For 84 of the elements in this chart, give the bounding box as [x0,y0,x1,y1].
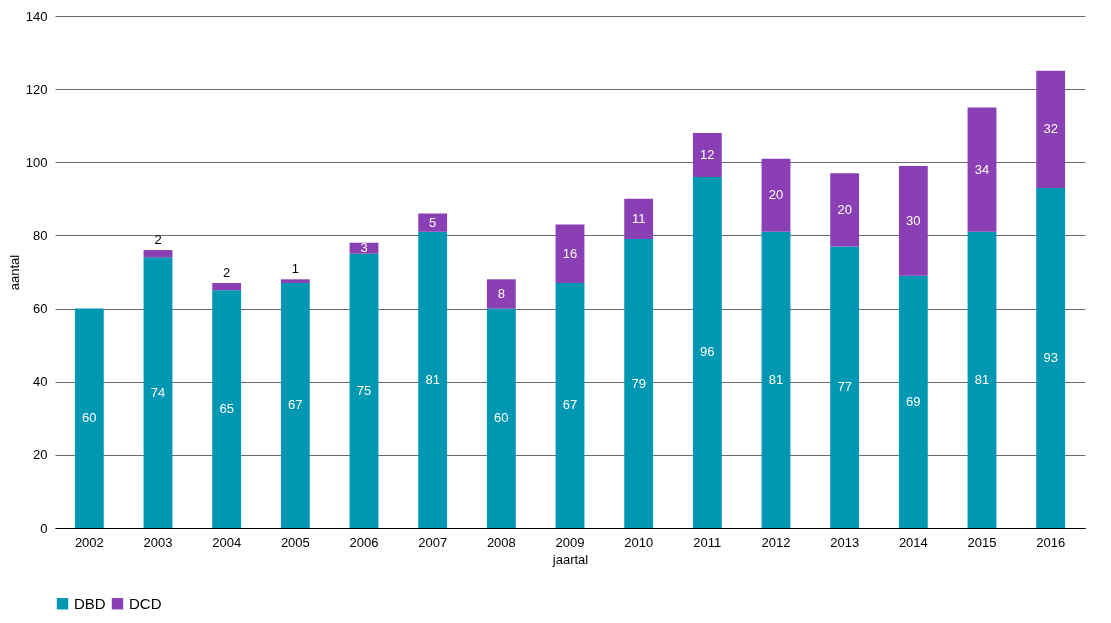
bar [74,308,104,528]
x-tick-label: 2013 [830,534,860,550]
data-label: 30 [906,212,921,228]
data-label: 81 [974,371,990,387]
x-tick-label: 2015 [967,534,997,550]
y-tick-label: 100 [25,154,48,170]
y-tick-label: 20 [33,447,48,463]
bar [898,275,928,528]
x-tick-label: 2014 [898,534,928,550]
bar [280,282,310,528]
y-tick-label: 0 [40,520,48,536]
bar [967,107,997,232]
data-label: 8 [497,285,505,301]
bar [692,133,722,177]
bar [830,246,860,528]
data-label: 1 [291,261,299,277]
data-label: 34 [974,161,990,177]
data-label: 60 [82,410,97,426]
data-label: 81 [768,371,784,387]
bar [280,279,310,283]
y-tick-label: 60 [33,301,48,317]
data-label: 65 [219,401,234,417]
bar [898,165,928,276]
y-tick-label: 140 [25,8,48,24]
data-label: 60 [494,410,509,426]
data-label: 3 [360,240,368,256]
data-label: 20 [837,201,852,217]
x-tick-label: 2006 [349,534,379,550]
data-label: 5 [429,214,437,230]
bar [967,231,997,528]
data-label: 67 [288,397,303,413]
x-tick-label: 2002 [74,534,104,550]
x-tick-label: 2008 [486,534,516,550]
data-label: 96 [700,344,715,360]
x-tick-label: 2012 [761,534,791,550]
bar [555,282,585,528]
data-label: 32 [1043,121,1058,137]
data-label: 12 [700,146,715,162]
data-label: 79 [631,375,646,391]
x-tick-label: 2016 [1036,534,1066,550]
data-label: 77 [837,379,852,395]
y-tick-label: 40 [33,374,48,390]
data-label: 16 [562,245,578,261]
data-label: 2 [154,232,162,248]
data-label: 74 [150,384,166,400]
x-tick-label: 2005 [280,534,310,550]
x-tick-label: 2009 [555,534,585,550]
bar [486,279,516,309]
bar [1036,70,1066,188]
x-tick-label: 2003 [143,534,173,550]
x-axis-title: jaartal [551,551,589,567]
legend-label: DCD [129,594,162,612]
data-label: 11 [631,210,646,226]
x-tick-label: 2004 [212,534,242,550]
data-label: 67 [562,397,578,413]
bar [761,231,791,528]
x-tick-label: 2011 [693,534,722,550]
data-label: 69 [906,393,921,409]
data-label: 2 [223,264,231,280]
bar [212,290,242,528]
data-label: 20 [768,187,784,203]
legend-label: DBD [74,594,106,612]
bar [143,257,173,528]
y-tick-label: 80 [33,227,48,243]
bar [418,231,448,528]
bar [761,158,791,232]
bar [143,250,173,258]
bar [624,239,654,528]
x-tick-label: 2010 [624,534,654,550]
bar [830,173,860,247]
bar [692,176,722,528]
bar [418,213,448,232]
bar [624,198,654,240]
data-label: 81 [425,371,440,387]
data-label: 75 [356,382,372,398]
bar [1036,187,1066,528]
bar [212,282,242,291]
bar [349,253,379,528]
x-tick-label: 2007 [418,534,448,550]
bar [555,224,585,283]
y-axis-title: aantal [6,254,22,291]
bar [486,308,516,528]
y-tick-label: 120 [25,81,48,97]
data-label: 93 [1043,349,1058,365]
